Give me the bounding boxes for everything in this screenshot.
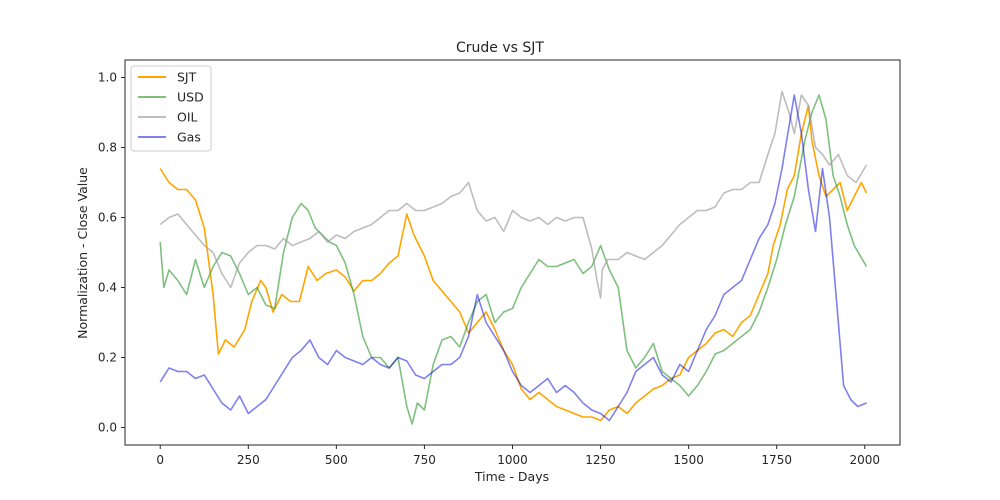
y-tick-label: 1.0 <box>98 71 117 85</box>
x-tick-label: 2000 <box>849 453 880 467</box>
legend-box <box>130 65 212 152</box>
x-tick-label: 1500 <box>673 453 704 467</box>
series-line-usd <box>159 94 868 425</box>
legend: SJT USD OIL Gas <box>130 65 212 152</box>
legend-label-sjt: SJT <box>177 70 197 85</box>
x-tick-label: 750 <box>413 453 436 467</box>
x-tick-label: 0 <box>156 453 164 467</box>
series-line-oil <box>159 90 868 299</box>
y-tick-label: 0.4 <box>98 281 117 295</box>
legend-label-usd: USD <box>177 90 204 105</box>
legend-label-gas: Gas <box>177 130 201 145</box>
x-tick-label: 500 <box>325 453 348 467</box>
x-axis-label: Time - Days <box>474 469 549 484</box>
chart-title: Crude vs SJT <box>456 40 544 56</box>
y-tick-label: 0.0 <box>98 421 117 435</box>
x-tick-label: 250 <box>237 453 260 467</box>
y-tick-label: 0.2 <box>98 351 117 365</box>
y-tick-label: 0.6 <box>98 211 117 225</box>
y-axis-label: Normalization - Close Value <box>75 167 90 339</box>
plot-area <box>159 90 868 425</box>
x-tick-label: 1250 <box>585 453 616 467</box>
x-tick-label: 1000 <box>497 453 528 467</box>
series-line-gas <box>159 94 867 422</box>
x-tick-label: 1750 <box>761 453 792 467</box>
axes-ticks: 0 250 500 750 1000 1250 1500 1750 2000 0.0 0.2 0.4 0… <box>98 71 880 468</box>
legend-label-oil: OIL <box>177 110 198 125</box>
y-tick-label: 0.8 <box>98 141 117 155</box>
